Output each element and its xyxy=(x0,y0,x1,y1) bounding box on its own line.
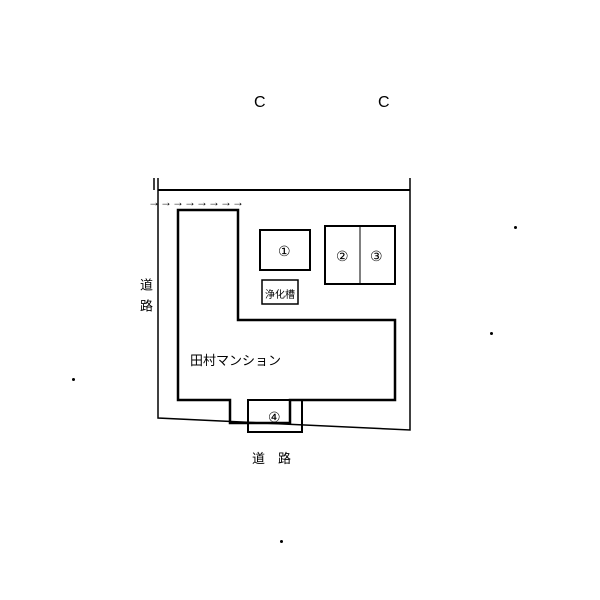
direction-arrows: →→→→→→→→ xyxy=(148,195,244,209)
road-label-bottom: 道 路 xyxy=(252,448,291,467)
floorplan-svg xyxy=(0,0,600,600)
building-outline xyxy=(178,210,395,423)
parking-number-1: ① xyxy=(278,243,291,260)
c-mark-1: C xyxy=(254,94,266,112)
septic-label: 浄化槽 xyxy=(265,286,295,301)
building-label: 田村マンション xyxy=(190,350,281,369)
c-mark-2: C xyxy=(378,94,390,112)
parking-number-3: ③ xyxy=(370,248,383,265)
road-label-left: 道路 xyxy=(136,278,155,320)
parking-number-4: ④ xyxy=(268,409,281,426)
floorplan-canvas: →→→→→→→→ 田村マンション 道 路 道路 浄化槽 C C ① ② ③ ④ xyxy=(0,0,600,600)
parking-number-2: ② xyxy=(336,248,349,265)
